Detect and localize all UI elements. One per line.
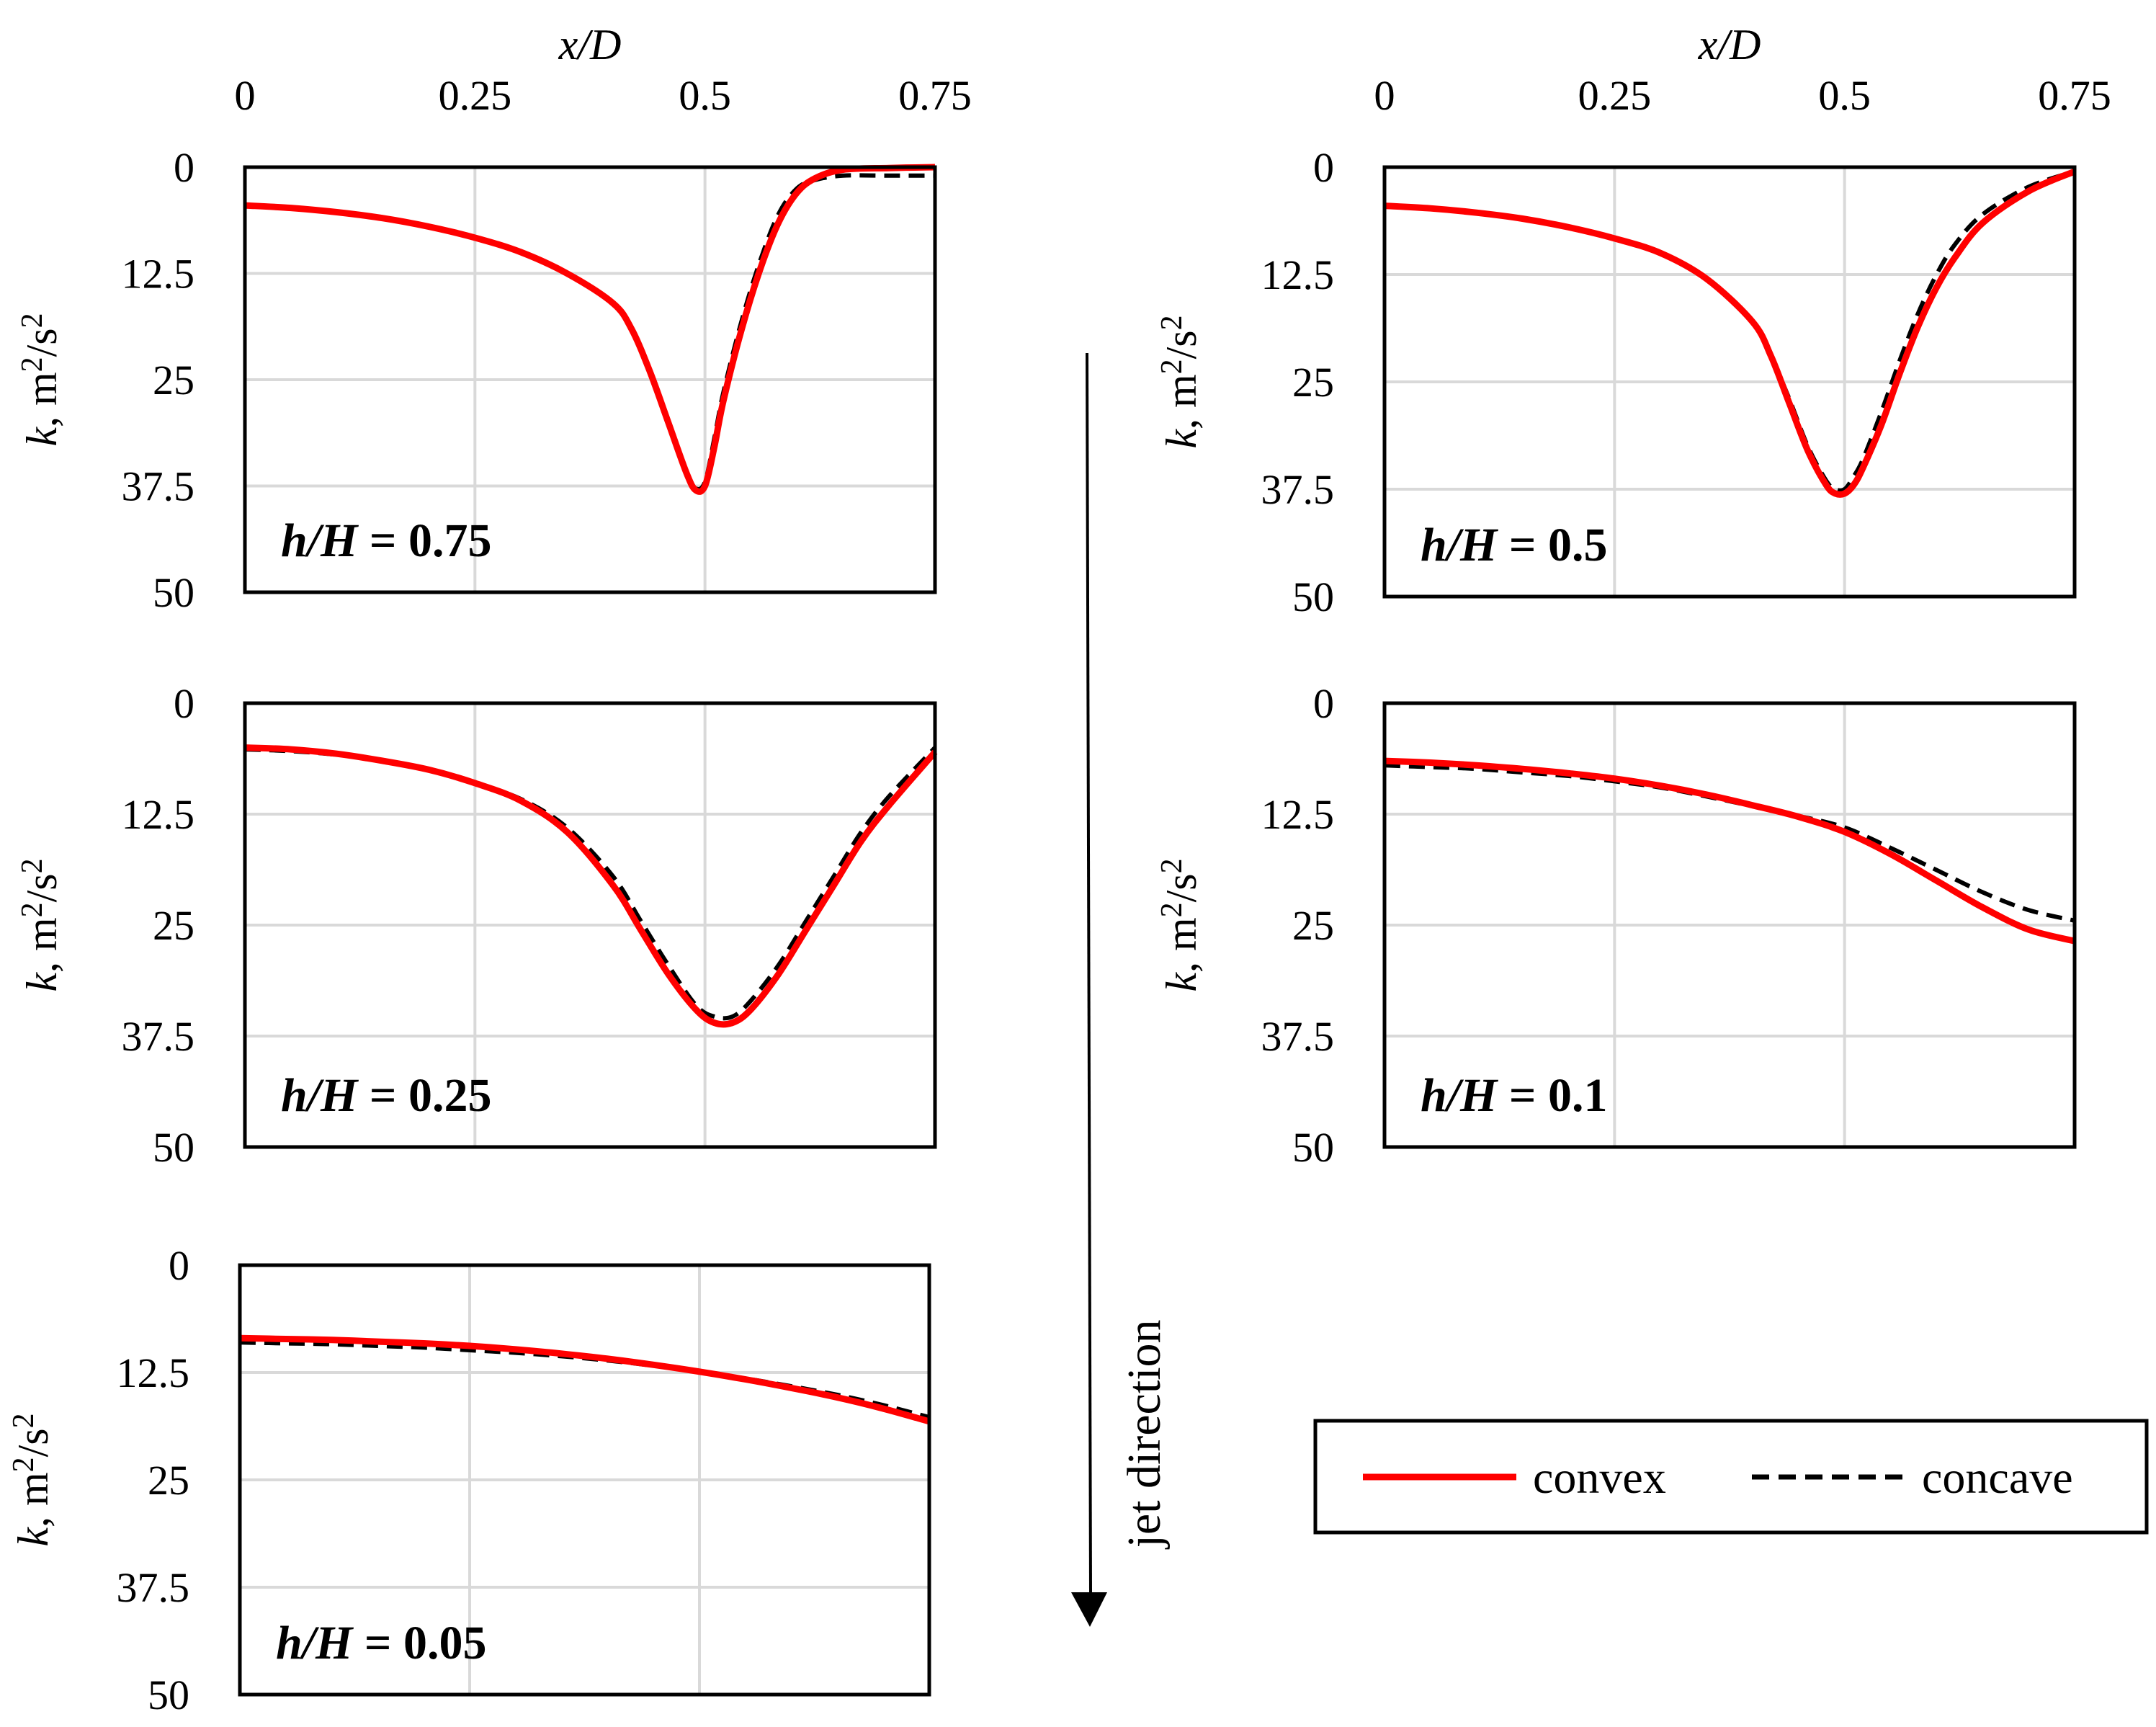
x-tick-label: 0.75 (2038, 72, 2111, 119)
y-tick-label: 0 (1313, 680, 1334, 727)
y-tick-label: 37.5 (122, 1013, 195, 1060)
y-tick-label: 50 (153, 569, 194, 616)
legend-concave-label: concave (1922, 1452, 2073, 1503)
y-tick-label: 12.5 (117, 1349, 190, 1396)
chart-panel-1: 0 12.5 25 37.5 50 0 0.25 0.5 0.75 x/D k, m2/s2 h/H … (1155, 21, 2111, 620)
x-tick-label: 0.5 (1818, 72, 1871, 119)
y-tick-label: 12.5 (1261, 791, 1335, 838)
panels: 0 12.5 25 37.5 50 0 0.25 0.5 0.75 x/D k, m2/s2 h/H … (7, 21, 2111, 1718)
y-tick-label: 37.5 (1261, 466, 1335, 513)
x-tick-label: 0.5 (679, 72, 731, 119)
y-tick-label: 0 (174, 144, 194, 191)
y-tick-label: 0 (1313, 144, 1334, 191)
y-tick-label: 25 (1292, 902, 1334, 949)
y-tick-label: 37.5 (1261, 1013, 1335, 1060)
panel-label: h/H = 0.1 (1421, 1069, 1608, 1122)
legend-convex-label: convex (1533, 1452, 1666, 1503)
x-tick-label: 0.25 (439, 72, 512, 119)
panel-label: h/H = 0.25 (281, 1069, 492, 1122)
x-tick-label: 0.25 (439, 72, 512, 119)
convex-series-line (239, 1334, 931, 1425)
y-tick-label: 0 (169, 1242, 189, 1289)
y-tick-label: 37.5 (117, 1564, 190, 1611)
y-tick-label: 12.5 (122, 251, 195, 298)
jet-direction-annotation: jet direction (1071, 352, 1171, 1627)
y-axis-title: k, m2/s2 (16, 858, 66, 991)
jet-direction-label: jet direction (1118, 1319, 1171, 1549)
x-tick-label: 0 (1374, 72, 1395, 119)
y-tick-label: 37.5 (122, 463, 195, 510)
y-tick-label: 50 (1292, 574, 1334, 620)
jet-direction-arrow (1086, 352, 1092, 1593)
concave-series-line (1384, 169, 2075, 493)
convex-series-line (1384, 168, 2076, 498)
chart-panel-2: 0 12.5 25 37.5 50 0 0.25 0.5 0.75 x/D k, m2/s2 h/H … (16, 21, 972, 1171)
x-tick-label: 0.75 (2038, 72, 2111, 119)
chart-panel-3: 0 12.5 25 37.5 50 0 0.25 0.5 0.75 x/D k, m2/s2 h/H … (1155, 21, 2111, 1171)
y-tick-label: 25 (153, 357, 194, 403)
chart-panel-4: 0 12.5 25 37.5 50 k, m2/s2 h/H = 0.05 (7, 1242, 931, 1718)
panel-label: h/H = 0.05 (276, 1617, 487, 1669)
jet-direction-arrowhead (1071, 1592, 1107, 1627)
legend: convex concave (1313, 1419, 2149, 1535)
convex-series-line (244, 164, 936, 495)
x-tick-label: 0 (1374, 72, 1395, 119)
convex-series-line (1384, 757, 2076, 945)
plot-frame (243, 165, 937, 594)
y-tick-label: 50 (148, 1672, 189, 1718)
x-tick-label: 0.75 (898, 72, 972, 119)
x-tick-label: 0 (235, 72, 256, 119)
x-tick-label: 0.75 (898, 72, 972, 119)
plot-frame (1382, 701, 2077, 1149)
y-tick-label: 25 (1292, 359, 1334, 406)
concave-series-line (244, 173, 935, 491)
x-tick-label: 0.5 (679, 72, 731, 119)
y-tick-label: 0 (174, 680, 194, 727)
x-tick-label: 0.5 (1818, 72, 1871, 119)
x-tick-label: 0.25 (1578, 72, 1652, 119)
x-axis-title: x/D (1698, 21, 1761, 68)
concave-series-line (239, 1340, 930, 1419)
y-tick-label: 12.5 (122, 791, 195, 838)
x-axis-title: x/D (1698, 21, 1761, 68)
plot-frame (243, 701, 937, 1149)
y-tick-label: 25 (153, 902, 194, 949)
x-axis-title: x/D (558, 21, 622, 68)
y-tick-label: 50 (153, 1124, 194, 1171)
y-axis-title: k, m2/s2 (1155, 858, 1205, 991)
plot-frame (1382, 165, 2077, 599)
x-tick-label: 0.25 (1578, 72, 1652, 119)
x-axis-title: x/D (558, 21, 622, 68)
y-axis-title: k, m2/s2 (1155, 315, 1205, 448)
x-tick-label: 0 (235, 72, 256, 119)
y-tick-label: 50 (1292, 1124, 1334, 1171)
y-tick-label: 25 (148, 1457, 189, 1504)
plot-frame (238, 1263, 931, 1697)
y-axis-title: k, m2/s2 (7, 1413, 57, 1546)
chart-panel-0: 0 12.5 25 37.5 50 0 0.25 0.5 0.75 x/D k, m2/s2 h/H … (16, 21, 972, 616)
convex-series-line (244, 744, 938, 1028)
y-axis-title: k, m2/s2 (16, 313, 66, 446)
panel-label: h/H = 0.5 (1421, 519, 1608, 571)
panel-label: h/H = 0.75 (281, 514, 492, 567)
y-tick-label: 12.5 (1261, 251, 1335, 298)
